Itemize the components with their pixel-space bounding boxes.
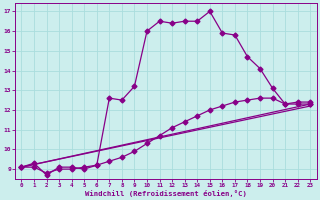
X-axis label: Windchill (Refroidissement éolien,°C): Windchill (Refroidissement éolien,°C) (85, 190, 247, 197)
